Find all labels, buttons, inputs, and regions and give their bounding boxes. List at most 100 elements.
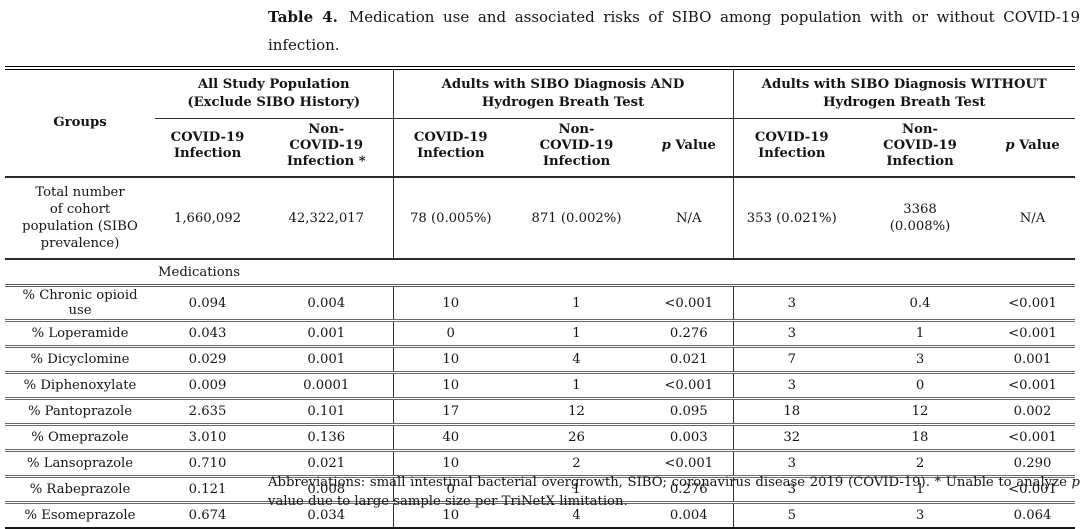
value-cell: 40 bbox=[392, 424, 508, 452]
value-cell: 0.276 bbox=[645, 320, 734, 348]
medication-row-chronic-opioid: % Chronic opioid use 0.094 0.004 10 1 <0… bbox=[5, 285, 1076, 322]
p-symbol: p bbox=[661, 138, 671, 153]
value-cell: 353 (0.021%) bbox=[732, 177, 851, 260]
table-footnote: Abbreviations: small intestinal bacteria… bbox=[268, 473, 1080, 511]
row-label: % Pantoprazole bbox=[5, 398, 155, 426]
value-cell: 0.290 bbox=[990, 450, 1076, 478]
value-cell: 0.094 bbox=[155, 285, 260, 322]
value-cell: 1 bbox=[850, 320, 991, 348]
value-cell: 0.4 bbox=[850, 285, 991, 322]
value-cell: 1 bbox=[850, 476, 991, 504]
subheader-pvalue-g2: p Value bbox=[645, 118, 734, 178]
value-cell: 3 bbox=[732, 320, 851, 348]
value-cell: 26 bbox=[508, 424, 645, 452]
value-cell: 0.004 bbox=[260, 285, 393, 322]
medication-row-diphenoxylate: % Diphenoxylate 0.009 0.0001 10 1 <0.001… bbox=[5, 372, 1076, 400]
value-cell: 1 bbox=[508, 320, 645, 348]
value-cell: 2 bbox=[850, 450, 991, 478]
value-cell: 0.003 bbox=[645, 424, 734, 452]
value-cell: 0.001 bbox=[260, 346, 393, 374]
value-cell: 0.0001 bbox=[260, 372, 393, 400]
value-cell: 1 bbox=[508, 476, 645, 504]
value-cell: 18 bbox=[732, 398, 851, 426]
group-header-row: Groups All Study Population (Exclude SIB… bbox=[5, 68, 1076, 178]
value-cell: 78 (0.005%) bbox=[392, 177, 508, 260]
medication-row-loperamide: % Loperamide 0.043 0.001 0 1 0.276 3 1 <… bbox=[5, 320, 1076, 348]
value-cell: 12 bbox=[850, 398, 991, 426]
value-cell: <0.001 bbox=[990, 372, 1076, 400]
medications-section-row: Medications bbox=[5, 259, 1076, 287]
value-cell: 3.010 bbox=[155, 424, 260, 452]
medication-row-dicyclomine: % Dicyclomine 0.029 0.001 10 4 0.021 7 3… bbox=[5, 346, 1076, 374]
value-cell: 3 bbox=[732, 450, 851, 478]
value-cell: N/A bbox=[645, 177, 734, 260]
value-cell: 0.101 bbox=[260, 398, 393, 426]
value-cell: 3 bbox=[732, 285, 851, 322]
subheader-noncovid-g3: Non- COVID-19 Infection bbox=[850, 118, 991, 178]
value-cell: 0.029 bbox=[155, 346, 260, 374]
value-cell: 0.001 bbox=[990, 346, 1076, 374]
row-label: % Loperamide bbox=[5, 320, 155, 348]
value-cell: 10 bbox=[392, 372, 508, 400]
value-cell: 0 bbox=[392, 476, 508, 504]
value-cell: 0.276 bbox=[645, 476, 734, 504]
total-cohort-row: Total number of cohort population (SIBO … bbox=[5, 177, 1076, 260]
value-cell: 1 bbox=[508, 372, 645, 400]
value-cell: <0.001 bbox=[990, 285, 1076, 322]
caption-text: Medication use and associated risks of S… bbox=[268, 8, 1080, 54]
value-cell: 0.002 bbox=[990, 398, 1076, 426]
value-cell: <0.001 bbox=[645, 450, 734, 478]
table-caption: Table 4. Medication use and associated ri… bbox=[268, 3, 1080, 59]
value-cell: 0.021 bbox=[645, 346, 734, 374]
caption-label: Table 4. bbox=[268, 8, 338, 26]
value-cell: 0.043 bbox=[155, 320, 260, 348]
row-label: Total number of cohort population (SIBO … bbox=[5, 177, 155, 260]
value-cell: 3 bbox=[850, 346, 991, 374]
value-cell: 3 bbox=[732, 372, 851, 400]
value-cell: 10 bbox=[392, 285, 508, 322]
value-cell: <0.001 bbox=[645, 372, 734, 400]
value-cell: <0.001 bbox=[645, 285, 734, 322]
subheader-covid-g2: COVID-19 Infection bbox=[392, 118, 508, 178]
page: { "caption": { "label": "Table 4.", "tex… bbox=[5, 3, 1080, 529]
value-word: Value bbox=[1019, 138, 1060, 153]
row-label: % Diphenoxylate bbox=[5, 372, 155, 400]
group3-header: Adults with SIBO Diagnosis WITHOUT Hydro… bbox=[732, 68, 1076, 119]
subheader-noncovid-g1: Non- COVID-19 Infection * bbox=[260, 118, 393, 178]
subheader-pvalue-g3: p Value bbox=[990, 118, 1076, 178]
value-cell: 1 bbox=[508, 285, 645, 322]
value-cell: 0 bbox=[392, 320, 508, 348]
subheader-noncovid-g2: Non- COVID-19 Infection bbox=[508, 118, 645, 178]
value-cell: 0.674 bbox=[188, 508, 227, 523]
footnote-text-1: Abbreviations: small intestinal bacteria… bbox=[268, 475, 1072, 490]
value-cell: 0.710 bbox=[155, 450, 260, 478]
value-word: Value bbox=[675, 138, 716, 153]
value-cell: 0.001 bbox=[260, 320, 393, 348]
value-cell: 18 bbox=[850, 424, 991, 452]
section-spacer bbox=[393, 259, 734, 287]
groups-header: Groups bbox=[5, 68, 155, 178]
group2-header: Adults with SIBO Diagnosis AND Hydrogen … bbox=[392, 68, 734, 119]
row-label: % Esomeprazole bbox=[24, 508, 136, 523]
value-cell: 4 bbox=[508, 346, 645, 374]
value-cell: 12 bbox=[508, 398, 645, 426]
value-cell: 0.021 bbox=[260, 450, 393, 478]
value-cell: <0.001 bbox=[990, 476, 1076, 504]
value-cell: 0.136 bbox=[260, 424, 393, 452]
value-cell: 7 bbox=[732, 346, 851, 374]
value-cell: 3368 (0.008%) bbox=[850, 177, 991, 260]
value-cell: <0.001 bbox=[990, 320, 1076, 348]
value-cell: 2.635 bbox=[155, 398, 260, 426]
value-cell: 0 bbox=[850, 372, 991, 400]
p-symbol: p bbox=[1005, 138, 1015, 153]
value-cell: 0.009 bbox=[155, 372, 260, 400]
row-label: % Chronic opioid use bbox=[5, 285, 155, 322]
row-label: % Dicyclomine bbox=[5, 346, 155, 374]
medication-row-rabeprazole: % Rabeprazole 0.121 0.008 0 1 0.276 3 1 … bbox=[5, 476, 1076, 504]
footnote-text-2: value due to large sample size per TriNe… bbox=[268, 494, 628, 509]
medication-risk-table: Groups All Study Population (Exclude SIB… bbox=[5, 66, 1076, 529]
medication-row-pantoprazole: % Pantoprazole 2.635 0.101 17 12 0.095 1… bbox=[5, 398, 1076, 426]
value-cell: 10 bbox=[392, 450, 508, 478]
section-label: Medications bbox=[5, 259, 393, 287]
subheader-covid-g1: COVID-19 Infection bbox=[155, 118, 260, 178]
